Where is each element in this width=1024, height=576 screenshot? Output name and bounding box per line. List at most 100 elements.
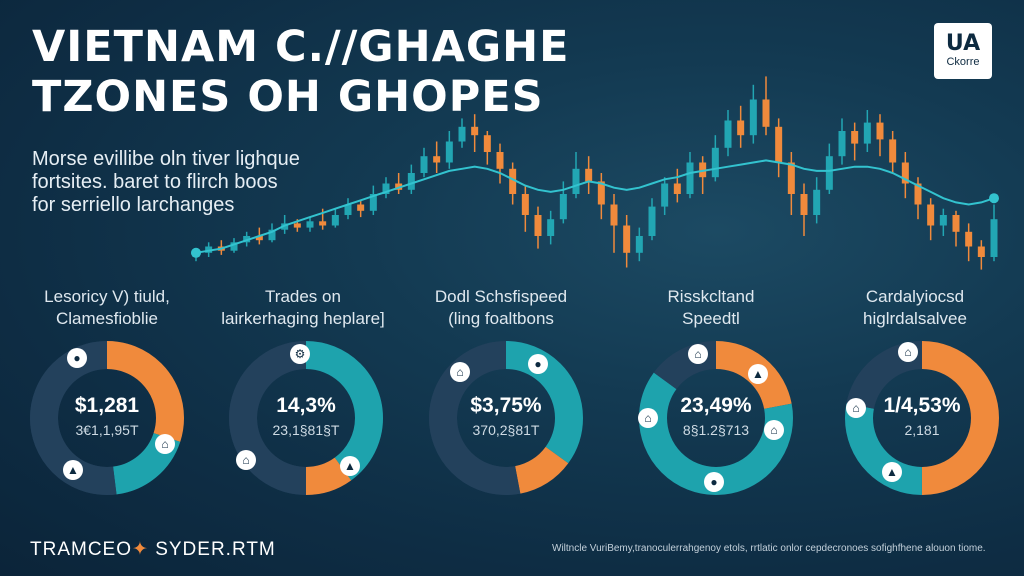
footnote: Wiltncle VuriBemy,tranoculerrahgenoy eto… xyxy=(552,543,986,554)
candle-body xyxy=(559,194,567,220)
donut-3-value: $3,75% xyxy=(470,394,542,417)
candle-body xyxy=(990,219,998,257)
candle-body xyxy=(914,183,922,205)
chart-icon: ▲ xyxy=(748,364,768,384)
candle-body xyxy=(635,236,643,253)
chart-icon: ▲ xyxy=(882,462,902,482)
metric-label-5-line-2: higlrdalsalvee xyxy=(863,309,967,328)
metric-label-1-line-2: Clamesfioblie xyxy=(55,309,159,328)
trend-end-marker xyxy=(989,193,999,204)
intro-line-3: for serriello larchanges xyxy=(32,194,235,216)
metric-label-3: Dodl Schsfispeed (ling foaltbons xyxy=(406,286,596,330)
candle-body xyxy=(952,215,960,232)
donut-ring-5 xyxy=(845,341,999,495)
candlestick-chart xyxy=(191,76,999,270)
donut-5-value: 1/4,53% xyxy=(883,394,961,417)
candle-body xyxy=(610,204,618,226)
bank-icon: ⌂ xyxy=(236,450,256,470)
candle-body xyxy=(787,162,795,194)
donut-ring-1 xyxy=(30,341,184,495)
intro-line-2: fortsites. baret to flirch boos xyxy=(32,171,278,193)
candle-body xyxy=(344,204,352,215)
donut-slice xyxy=(229,341,383,495)
candle-body xyxy=(458,126,466,142)
bank-icon: ⌂ xyxy=(155,434,175,454)
candle-body xyxy=(838,131,846,157)
candle-body xyxy=(977,246,985,257)
bank-icon: ⌂ xyxy=(450,362,470,382)
metric-label-2-line-2: lairkerhaging heplare] xyxy=(221,309,385,328)
candle-body xyxy=(471,126,479,136)
candle-body xyxy=(496,152,504,169)
title-line-2: TZONES OH GHOPES xyxy=(32,72,544,122)
brand-name-left: TRAMCEO xyxy=(30,539,132,560)
metric-label-1: Lesoricy V) tiuld, Clamesfioblie xyxy=(12,286,202,330)
donut-ring-3 xyxy=(429,341,583,495)
bank-icon: ⌂ xyxy=(898,342,918,362)
brand-mark-icon: ✦ xyxy=(132,539,149,560)
logo-caption: Ckorre xyxy=(946,56,980,68)
donut-chart-2: 14,3% 23,1§81§T ⚙ ⌂ ▲ xyxy=(226,338,386,498)
metric-label-5: Cardalyiocsd higlrdalsalvee xyxy=(820,286,1010,330)
trend-start-marker xyxy=(191,247,201,258)
candle-body xyxy=(876,122,884,140)
candle-body xyxy=(255,236,263,241)
candle-body xyxy=(585,168,593,182)
metric-label-3-line-1: Dodl Schsfispeed xyxy=(434,287,568,306)
candle-body xyxy=(243,236,251,243)
candle-body xyxy=(863,122,871,144)
brand-name-right: SYDER.RTM xyxy=(155,539,276,560)
donut-slice xyxy=(845,341,999,495)
metric-label-3-line-2: (ling foaltbons xyxy=(448,309,554,328)
bank-icon: ⌂ xyxy=(764,420,784,440)
candle-body xyxy=(661,183,669,207)
candle-body xyxy=(623,225,631,253)
candle-body xyxy=(319,221,327,226)
donut-1-value: $1,281 xyxy=(74,394,140,417)
candle-body xyxy=(762,99,770,127)
metric-label-4: Risskcltand Speedtl xyxy=(616,286,806,330)
intro-text: Morse evillibe oln tiver lighque fortsit… xyxy=(32,148,362,217)
candle-body xyxy=(483,135,491,152)
candle-body xyxy=(699,162,707,178)
candle-body xyxy=(673,183,681,194)
donut-slice xyxy=(429,341,583,495)
donut-4-value: 23,49% xyxy=(680,394,752,417)
metric-label-4-line-2: Speedtl xyxy=(682,309,740,328)
candle-body xyxy=(331,215,339,226)
chart-icon: ▲ xyxy=(340,456,360,476)
candle-body xyxy=(965,231,973,247)
candle-body xyxy=(813,189,821,215)
candle-body xyxy=(445,141,453,163)
candle-body xyxy=(889,139,897,163)
brand-logo: UA Ckorre xyxy=(934,23,992,79)
coin-icon: ● xyxy=(704,472,724,492)
candle-body xyxy=(293,223,301,228)
candle-body xyxy=(395,183,403,190)
bank-icon: ⌂ xyxy=(638,408,658,428)
donut-chart-1: $1,281 3€1,1,95T ● ▲ ⌂ xyxy=(27,338,187,498)
donut-2-value: 14,3% xyxy=(276,394,336,417)
donut-5-subvalue: 2,181 xyxy=(904,422,940,438)
chart-icon: ▲ xyxy=(63,460,83,480)
candle-body xyxy=(547,219,555,236)
logo-mark: UA xyxy=(945,31,981,56)
donut-slice xyxy=(30,341,184,495)
candle-body xyxy=(737,120,745,136)
candle-body xyxy=(901,162,909,184)
candle-body xyxy=(597,181,605,205)
metric-label-4-line-1: Risskcltand xyxy=(667,287,755,306)
candle-body xyxy=(775,126,783,163)
candle-body xyxy=(724,120,732,148)
candle-body xyxy=(306,221,314,228)
brand-footer: TRAMCEO✦ SYDER.RTM xyxy=(30,538,276,561)
donut-4-subvalue: 8§1.2§713 xyxy=(682,422,750,438)
donut-chart-4: 23,49% 8§1.2§713 ⌂ ▲ ⌂ ⌂ ● xyxy=(636,338,796,498)
donut-3-subvalue: 370,2§81T xyxy=(472,422,540,438)
candle-body xyxy=(521,194,529,215)
bank-icon: ⌂ xyxy=(846,398,866,418)
intro-line-1: Morse evillibe oln tiver lighque xyxy=(32,148,300,170)
candle-body xyxy=(205,246,213,253)
candle-body xyxy=(939,215,947,226)
candle-body xyxy=(749,99,757,136)
